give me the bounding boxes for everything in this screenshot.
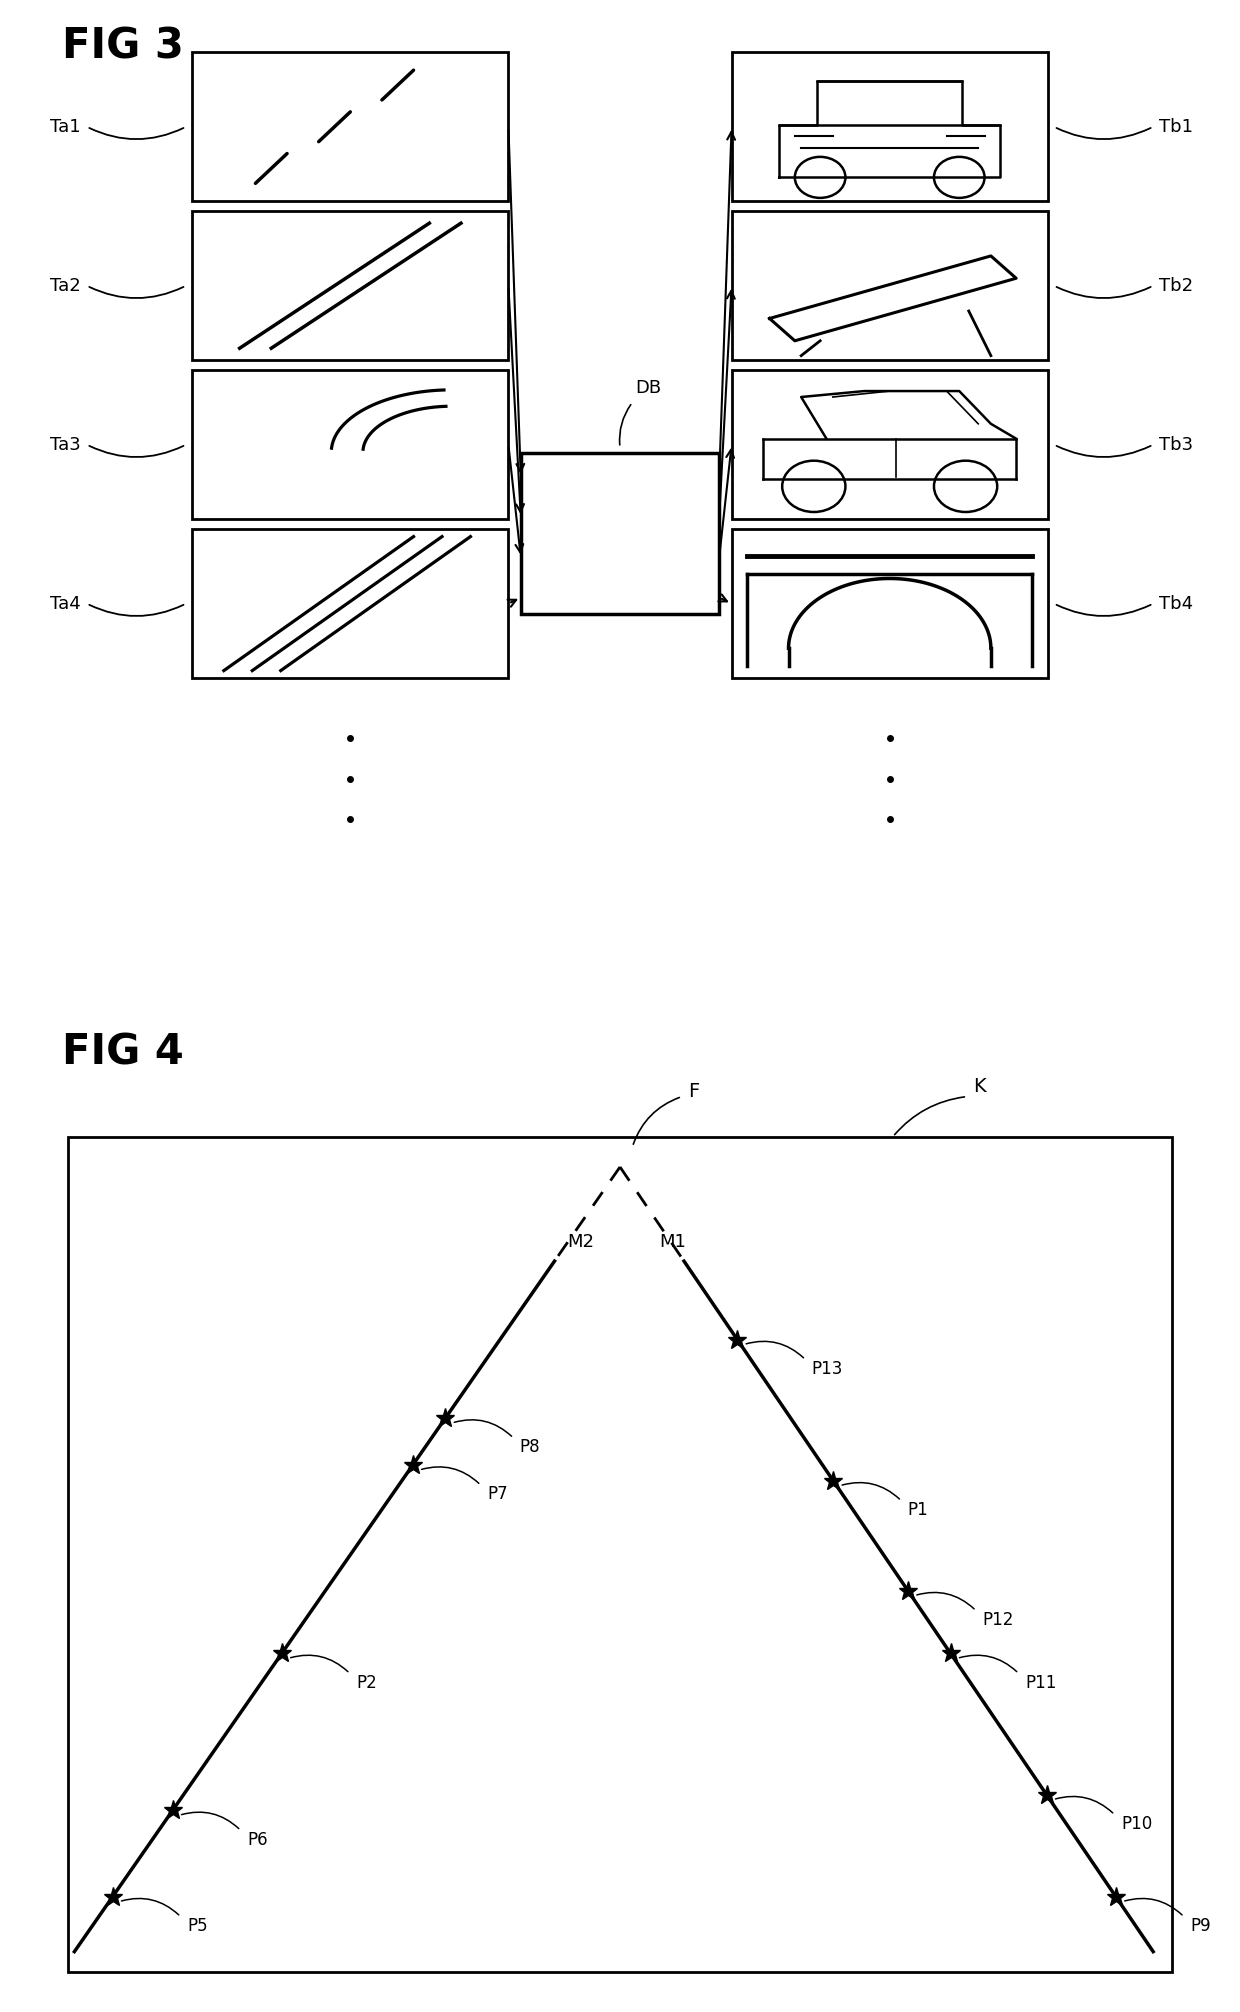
Text: K: K (973, 1076, 986, 1097)
Bar (732, 370, 1048, 519)
Text: Tb1: Tb1 (1159, 119, 1193, 135)
Bar (192, 370, 508, 519)
Text: FIG 4: FIG 4 (62, 1030, 184, 1072)
Text: P12: P12 (982, 1612, 1014, 1630)
Bar (192, 52, 508, 201)
Bar (732, 529, 1048, 678)
Text: DB: DB (635, 380, 661, 398)
Text: P10: P10 (1121, 1815, 1152, 1833)
Text: Tb3: Tb3 (1159, 437, 1194, 453)
Text: P7: P7 (487, 1485, 507, 1503)
Bar (732, 52, 1048, 201)
Bar (192, 211, 508, 360)
Bar (192, 529, 508, 678)
Text: P2: P2 (356, 1674, 377, 1692)
Text: P9: P9 (1190, 1917, 1211, 1936)
Text: M2: M2 (567, 1233, 594, 1251)
Bar (521, 453, 719, 614)
Text: Tb4: Tb4 (1159, 596, 1194, 612)
Text: P11: P11 (1025, 1674, 1056, 1692)
Text: M1: M1 (660, 1233, 686, 1251)
Text: P8: P8 (520, 1439, 541, 1457)
Text: FIG 3: FIG 3 (62, 26, 184, 66)
Text: Tb2: Tb2 (1159, 278, 1194, 294)
Text: P6: P6 (247, 1831, 268, 1849)
Text: P5: P5 (187, 1917, 207, 1936)
Text: Ta4: Ta4 (50, 596, 81, 612)
Text: Ta3: Ta3 (50, 437, 81, 453)
Text: P1: P1 (908, 1501, 929, 1519)
Bar (68, 1137, 1172, 1972)
Text: Ta1: Ta1 (50, 119, 81, 135)
Text: Ta2: Ta2 (50, 278, 81, 294)
Text: F: F (688, 1082, 699, 1101)
Text: P13: P13 (812, 1360, 843, 1378)
Bar (732, 211, 1048, 360)
